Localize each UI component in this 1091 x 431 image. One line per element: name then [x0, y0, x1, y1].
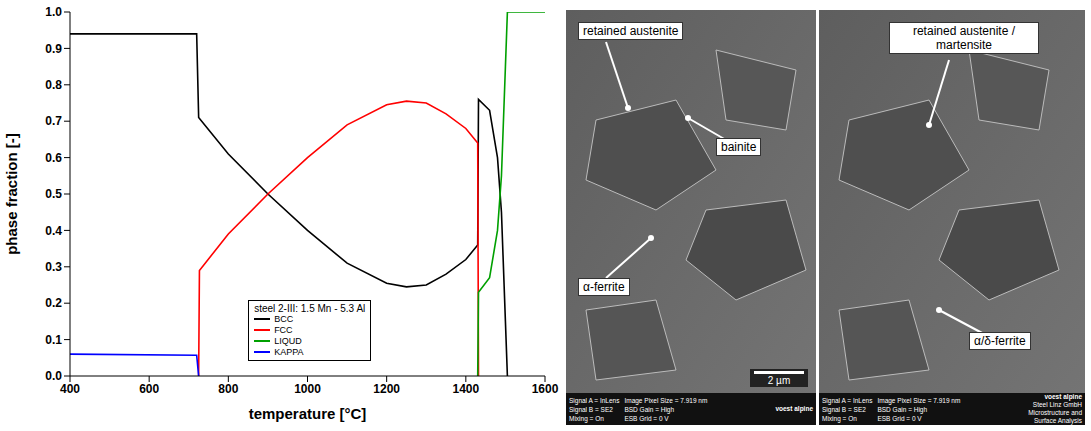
html-text:Signal B = SE2: Signal B = SE2 [822, 405, 866, 413]
html-text:steel 2-III: 1.5 Mn - 5.3 Al: steel 2-III: 1.5 Mn - 5.3 Al [254, 302, 366, 314]
html-text:α-ferrite: α-ferrite [583, 280, 625, 294]
svg-text:0.0: 0.0 [45, 369, 62, 383]
svg-text:400: 400 [60, 382, 80, 396]
html-text:Steel Linz GmbH: Steel Linz GmbH [1032, 401, 1082, 408]
html-text:Image Pixel Size = 7.919 nm: Image Pixel Size = 7.919 nm [624, 396, 708, 404]
svg-text:0.3: 0.3 [45, 260, 62, 274]
html-text:ESB Grid = 0 V: ESB Grid = 0 V [624, 414, 669, 422]
html-text:Signal A = InLens: Signal A = InLens [569, 396, 620, 404]
html-text:voest alpine: voest alpine [1044, 393, 1082, 400]
html-text:FCC: FCC [274, 324, 293, 335]
svg-text:1600: 1600 [532, 382, 559, 396]
svg-text:0.6: 0.6 [45, 151, 62, 165]
svg-text:0.7: 0.7 [45, 114, 62, 128]
html-text:ESB Grid = 0 V: ESB Grid = 0 V [877, 414, 922, 422]
html-text:voest alpine: voest alpine [775, 405, 813, 412]
html-text:retained austenite: retained austenite [583, 24, 679, 38]
svg-text:800: 800 [218, 382, 238, 396]
html-text:LIQUD: LIQUD [274, 335, 302, 346]
svg-text:1400: 1400 [452, 382, 479, 396]
html-text:Signal B = SE2: Signal B = SE2 [569, 405, 613, 413]
svg-text:1200: 1200 [373, 382, 400, 396]
html-text:Mixing = On: Mixing = On [822, 414, 857, 422]
svg-text:600: 600 [139, 382, 159, 396]
html-text:2 µm: 2 µm [767, 375, 791, 386]
svg-text:1.0: 1.0 [45, 5, 62, 19]
svg-text:0.4: 0.4 [45, 224, 62, 238]
html-text:Microstructure and Surface Ana: Microstructure and Surface Analysis [1028, 409, 1082, 424]
html-text:BSD Gain = High: BSD Gain = High [624, 405, 675, 413]
html-text:Image Pixel Size = 7.919 nm: Image Pixel Size = 7.919 nm [877, 396, 961, 404]
svg-text:phase fraction [-]: phase fraction [-] [3, 133, 20, 255]
svg-text:0.1: 0.1 [45, 333, 62, 347]
svg-text:1000: 1000 [294, 382, 321, 396]
html-text:bainite: bainite [721, 140, 757, 154]
html-text:BCC: BCC [274, 313, 294, 324]
html-text:α/δ-ferrite: α/δ-ferrite [974, 334, 1026, 348]
svg-text:temperature [°C]: temperature [°C] [249, 405, 367, 422]
html-text:Signal A = InLens: Signal A = InLens [822, 396, 873, 404]
html-text:BSD Gain = High: BSD Gain = High [877, 405, 928, 413]
svg-text:0.5: 0.5 [45, 187, 62, 201]
svg-text:0.2: 0.2 [45, 296, 62, 310]
html-text:retained austenite / martensit: retained austenite / martensite [913, 24, 1015, 52]
svg-text:0.8: 0.8 [45, 78, 62, 92]
html-text:KAPPA: KAPPA [274, 346, 304, 357]
svg-text:0.9: 0.9 [45, 42, 62, 56]
html-text:Mixing = On: Mixing = On [569, 414, 604, 422]
